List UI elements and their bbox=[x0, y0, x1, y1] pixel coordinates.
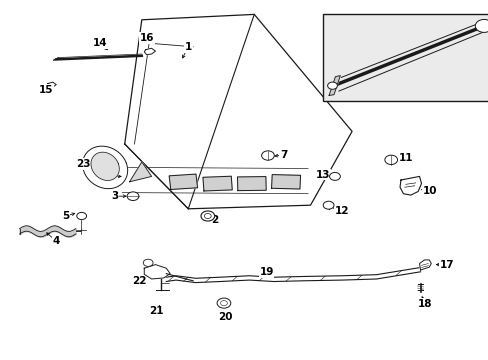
Polygon shape bbox=[328, 76, 340, 95]
Text: 16: 16 bbox=[139, 33, 154, 43]
Circle shape bbox=[143, 259, 153, 266]
Text: 9: 9 bbox=[365, 71, 372, 81]
Text: 11: 11 bbox=[398, 153, 412, 163]
Text: 19: 19 bbox=[259, 267, 273, 277]
Circle shape bbox=[323, 201, 333, 209]
Polygon shape bbox=[144, 48, 155, 55]
Circle shape bbox=[217, 298, 230, 308]
Text: 12: 12 bbox=[334, 206, 349, 216]
Polygon shape bbox=[203, 176, 232, 191]
Circle shape bbox=[201, 211, 214, 221]
Polygon shape bbox=[82, 146, 127, 189]
Polygon shape bbox=[48, 82, 56, 87]
Polygon shape bbox=[271, 175, 300, 189]
Polygon shape bbox=[419, 260, 430, 270]
Text: 14: 14 bbox=[93, 38, 107, 48]
Text: 3: 3 bbox=[111, 191, 118, 201]
Text: 15: 15 bbox=[39, 85, 54, 95]
Text: 7: 7 bbox=[279, 150, 287, 160]
Circle shape bbox=[127, 192, 139, 201]
Circle shape bbox=[329, 172, 340, 180]
Polygon shape bbox=[124, 14, 351, 209]
Polygon shape bbox=[399, 176, 421, 195]
Polygon shape bbox=[129, 162, 151, 182]
Polygon shape bbox=[144, 265, 170, 279]
Circle shape bbox=[77, 212, 86, 220]
Circle shape bbox=[220, 301, 227, 306]
Circle shape bbox=[474, 19, 488, 32]
Text: 1: 1 bbox=[184, 42, 191, 52]
Text: 10: 10 bbox=[422, 186, 437, 196]
Text: 20: 20 bbox=[217, 312, 232, 322]
Circle shape bbox=[384, 155, 397, 165]
Text: 23: 23 bbox=[76, 159, 90, 169]
Polygon shape bbox=[237, 176, 265, 191]
Text: 5: 5 bbox=[62, 211, 69, 221]
Polygon shape bbox=[91, 152, 119, 180]
Text: 21: 21 bbox=[149, 306, 163, 316]
Circle shape bbox=[204, 213, 211, 219]
Text: 13: 13 bbox=[315, 170, 329, 180]
Bar bbox=[322, 14, 488, 101]
Polygon shape bbox=[169, 174, 197, 189]
Text: 22: 22 bbox=[132, 276, 146, 286]
Circle shape bbox=[327, 82, 337, 89]
Text: 17: 17 bbox=[439, 260, 454, 270]
Text: 8: 8 bbox=[387, 18, 394, 28]
Text: 4: 4 bbox=[52, 236, 60, 246]
Text: 18: 18 bbox=[417, 299, 432, 309]
Circle shape bbox=[261, 151, 274, 160]
Text: 2: 2 bbox=[211, 215, 218, 225]
Text: 6: 6 bbox=[109, 171, 116, 181]
